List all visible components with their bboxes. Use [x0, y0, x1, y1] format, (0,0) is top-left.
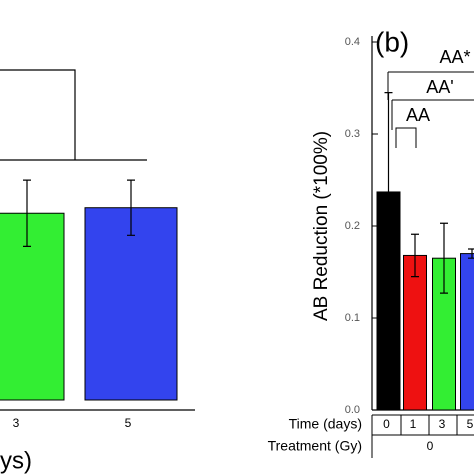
row-label: Treatment (Gy)	[268, 438, 362, 454]
x-tick-label: 1	[410, 417, 417, 431]
y-tick-label: 0.3	[345, 128, 360, 140]
x-tick-label: 0	[383, 417, 390, 431]
left-bracket	[0, 69, 147, 161]
x-tick-label: 3	[439, 417, 446, 431]
bar	[0, 212, 65, 401]
annotation: AA	[406, 105, 430, 125]
error-bar	[384, 92, 393, 292]
y-tick-label: 0.1	[345, 312, 360, 324]
y-tick-label: 0.2	[345, 220, 360, 232]
bar	[84, 207, 178, 401]
table	[371, 414, 474, 458]
error-bar	[127, 179, 135, 236]
treatment-value: 0	[427, 439, 434, 453]
y-tick-label: 0.4	[345, 36, 360, 48]
panel-label: (b)	[375, 26, 409, 57]
error-bar	[440, 222, 448, 294]
x-tick-label: 3	[13, 416, 20, 430]
brackets	[387, 71, 474, 148]
row-label: Time (days)	[289, 416, 362, 432]
bar	[403, 254, 427, 411]
y-axis-title: AB Reduction (*100%)	[311, 131, 332, 321]
y-tick-label: 0.0	[345, 404, 360, 416]
left-axis-title: ys)	[0, 447, 32, 474]
error-bar	[411, 233, 419, 278]
bar	[460, 253, 474, 411]
x-tick-label: 5	[125, 416, 132, 430]
annotation: AA'	[426, 77, 453, 97]
x-tick-label: 5	[467, 417, 474, 431]
error-bar	[23, 179, 31, 247]
annotation: AA*	[439, 47, 470, 67]
error-bar	[468, 248, 474, 259]
